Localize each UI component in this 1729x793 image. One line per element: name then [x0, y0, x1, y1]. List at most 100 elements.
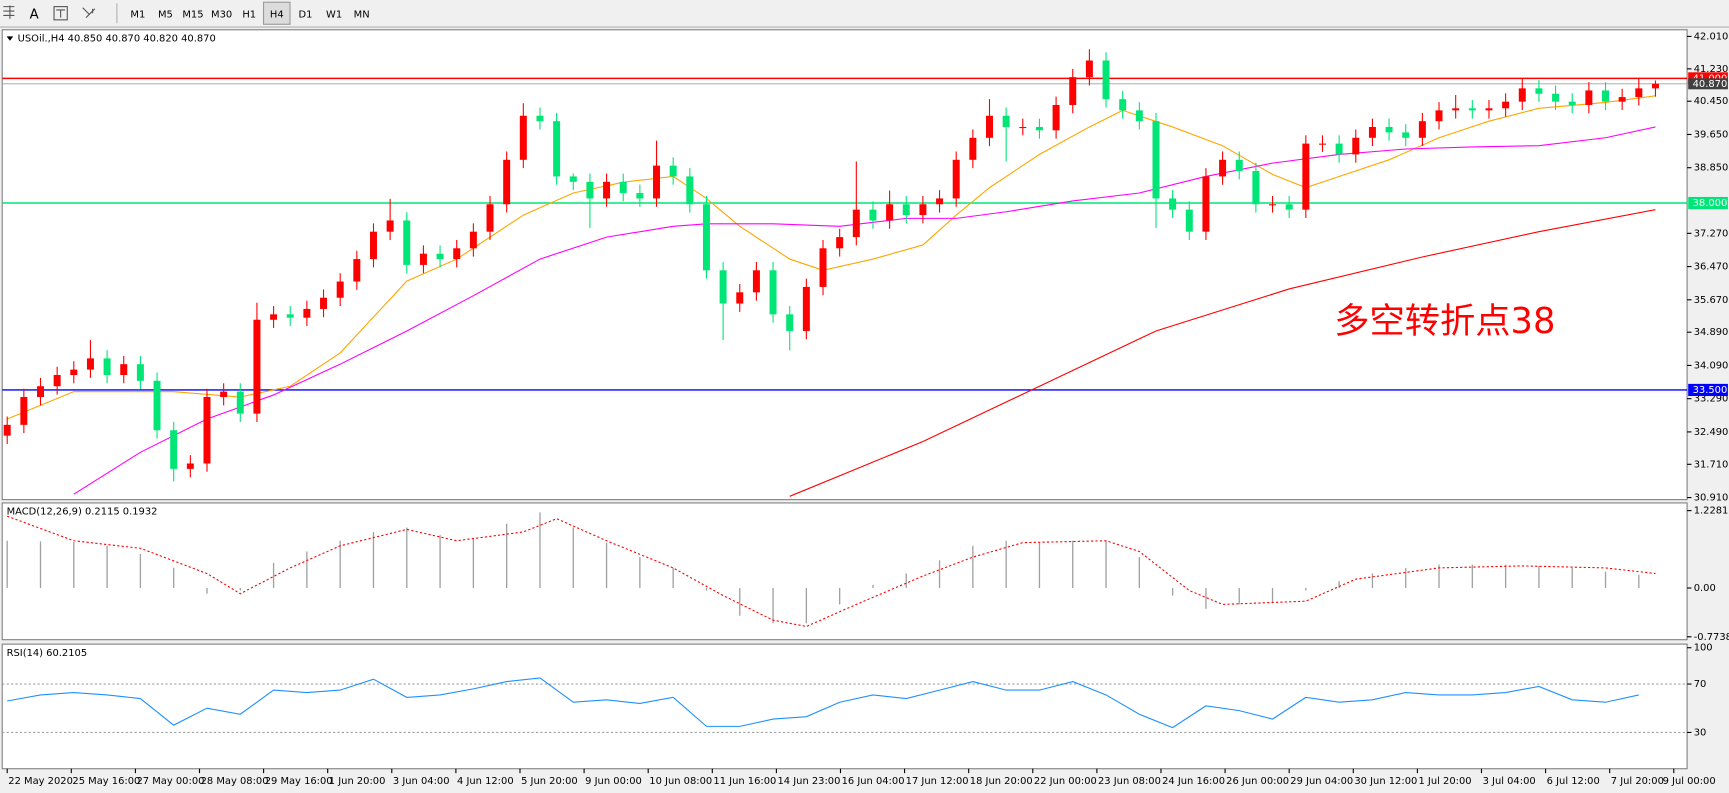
moving-average — [789, 209, 1656, 497]
timeframe-label[interactable]: MN — [354, 9, 370, 20]
arrow-tool[interactable] — [82, 7, 96, 19]
timeframe-label[interactable]: W1 — [326, 9, 342, 20]
candle-body — [1135, 110, 1143, 122]
candle-body — [1002, 115, 1010, 127]
candle-body — [836, 237, 844, 249]
candle-body — [1285, 204, 1293, 210]
level-label-bg — [1688, 383, 1728, 397]
candle-body — [569, 176, 577, 182]
candle-body — [1269, 204, 1277, 206]
candle-body — [819, 248, 827, 287]
y-tick-label: 31.710 — [1694, 459, 1729, 470]
x-tick-label: 1 Jul 20:00 — [1418, 776, 1471, 787]
x-tick-label: 25 May 16:00 — [72, 776, 140, 787]
timeframe-button[interactable] — [262, 1, 291, 25]
x-tick-label: 27 May 00:00 — [137, 776, 205, 787]
x-tick-label: 5 Jun 20:00 — [521, 776, 578, 787]
candle-body — [453, 248, 461, 260]
label-tool[interactable] — [53, 6, 68, 21]
candle-body — [253, 319, 261, 414]
panel-title: USOil.,H4 40.850 40.870 40.820 40.870 — [18, 34, 216, 45]
text-tool[interactable]: A — [30, 7, 39, 22]
candle-body — [1485, 108, 1493, 111]
candle-body — [752, 270, 760, 293]
plot — [6, 512, 1656, 628]
candle-body — [1518, 88, 1526, 102]
candle-body — [486, 204, 494, 232]
candle-body — [203, 397, 211, 464]
crosshair-tool[interactable] — [2, 3, 17, 23]
title-marker — [6, 36, 14, 41]
candle-body — [70, 369, 78, 375]
candle-body — [1402, 132, 1410, 138]
candle-body — [1468, 108, 1476, 111]
x-tick-label: 14 Jun 23:00 — [777, 776, 840, 787]
candle-body — [1185, 209, 1193, 232]
timeframe-label[interactable]: M1 — [130, 9, 145, 20]
candle-body — [270, 314, 278, 320]
toolbar: A M1 M5 M15 M30 H1 H4 D1 W1 MN — [0, 0, 1729, 28]
candle-body — [1035, 126, 1043, 131]
candle-body — [1435, 110, 1443, 122]
candle-body — [619, 181, 627, 194]
y-tick-label: 34.890 — [1694, 327, 1729, 338]
candle-body — [1019, 126, 1027, 129]
candle-body — [603, 181, 611, 199]
candle-body — [719, 270, 727, 304]
x-tick-label: 3 Jul 04:00 — [1483, 776, 1536, 787]
candle-body — [1335, 143, 1343, 155]
candle-body — [736, 292, 744, 304]
candle-body — [186, 463, 194, 469]
candle-body — [1368, 126, 1376, 138]
candle-body — [103, 358, 111, 375]
timeframe-label[interactable]: H1 — [242, 9, 256, 20]
candle-body — [320, 297, 328, 309]
y-tick-label: 39.650 — [1694, 129, 1729, 140]
candle-body — [1418, 121, 1426, 138]
timeframes: M1 M5 M15 M30 H1 H4 D1 W1 MN — [130, 1, 370, 25]
candle-body — [353, 259, 361, 282]
candle-body — [136, 364, 144, 381]
candle-body — [1635, 88, 1643, 98]
y-tick-label: 70 — [1694, 679, 1707, 690]
y-tick-label: 33.290 — [1694, 394, 1729, 405]
timeframe-label[interactable]: D1 — [298, 9, 312, 20]
candle-body — [369, 231, 377, 260]
x-tick-label: 16 Jun 04:00 — [842, 776, 905, 787]
y-tick-label: 42.010 — [1694, 31, 1729, 42]
x-tick-label: 9 Jun 00:00 — [585, 776, 642, 787]
panel-title: MACD(12,26,9) 0.2115 0.1932 — [7, 507, 158, 518]
candle-body — [469, 231, 477, 249]
candle-body — [1651, 83, 1659, 89]
candle-body — [20, 397, 28, 425]
panel-title: RSI(14) 60.2105 — [7, 648, 88, 659]
candle-body — [886, 204, 894, 221]
panel — [1, 502, 1688, 641]
candle-body — [1552, 93, 1560, 102]
timeframe-label[interactable]: M5 — [158, 9, 173, 20]
candle-body — [419, 253, 427, 265]
panel — [1, 643, 1688, 770]
toolbar-bg — [0, 0, 1729, 27]
y-tick-label: 100 — [1694, 643, 1713, 654]
candle-body — [1302, 143, 1310, 210]
candle-body — [1252, 171, 1260, 205]
y-tick-label: 36.470 — [1694, 262, 1729, 273]
candle-body — [1618, 97, 1626, 102]
timeframe-label[interactable]: M15 — [182, 9, 203, 20]
y-tick-label: 35.670 — [1694, 295, 1729, 306]
candle-body — [503, 159, 511, 205]
y-tick-label: 41.230 — [1694, 64, 1729, 75]
candle-body — [669, 165, 677, 177]
level-label: 38.000 — [1693, 198, 1728, 209]
candle-body — [1352, 137, 1360, 155]
candle-body — [802, 286, 810, 331]
candle-body — [220, 391, 228, 398]
x-tick-label: 17 Jun 12:00 — [906, 776, 969, 787]
signal-line — [6, 515, 1656, 628]
timeframe-label[interactable]: H4 — [270, 9, 284, 20]
y-tick-label: 34.090 — [1694, 360, 1729, 371]
candle-body — [170, 430, 178, 469]
timeframe-label[interactable]: M30 — [211, 9, 232, 20]
